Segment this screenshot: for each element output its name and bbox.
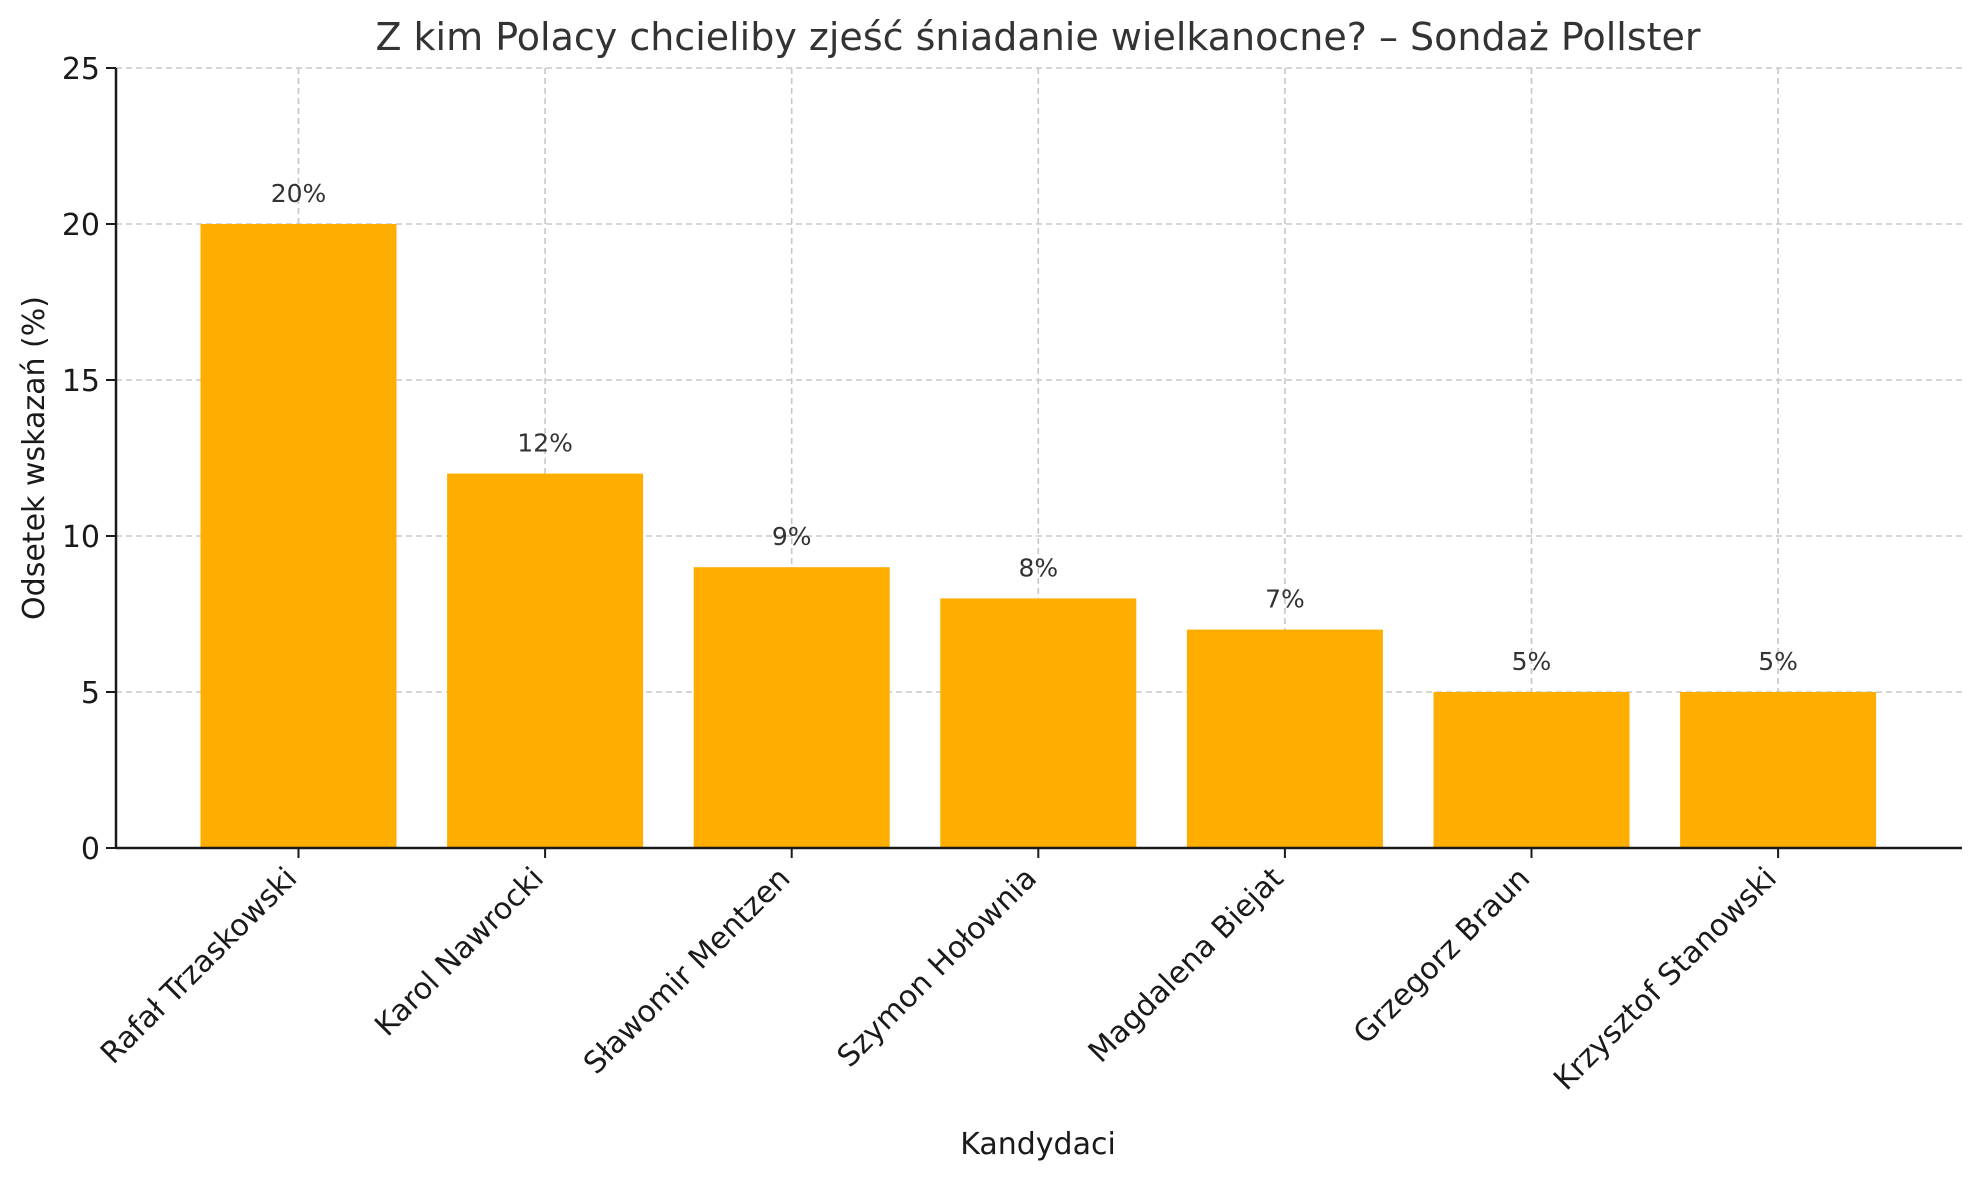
bar [693, 567, 890, 848]
x-tick-label: Karol Nawrocki [368, 861, 550, 1043]
bar [940, 598, 1137, 848]
y-tick-label: 20 [62, 208, 100, 243]
bar [200, 224, 397, 848]
x-tick-label: Rafał Trzaskowski [94, 861, 304, 1071]
x-tick-label: Krzysztof Stanowski [1547, 861, 1784, 1098]
x-axis-ticks: Rafał Trzaskowski Karol Nawrocki Sławomir … [94, 848, 1784, 1097]
bar [447, 473, 644, 848]
bar-value-label: 20% [271, 179, 327, 208]
bars [200, 224, 1877, 848]
y-tick-label: 10 [62, 520, 100, 555]
x-tick-label: Magdalena Biejat [1082, 861, 1291, 1070]
bar-value-label: 9% [772, 522, 812, 551]
y-tick-label: 5 [81, 676, 100, 711]
bar-value-label: 5% [1758, 647, 1798, 676]
y-axis-ticks: 0 5 10 15 20 25 [62, 52, 116, 867]
bar-value-label: 8% [1018, 553, 1058, 582]
bar-value-label: 7% [1265, 585, 1305, 614]
bar-value-label: 5% [1512, 647, 1552, 676]
bar [1433, 692, 1630, 848]
bar-value-label: 12% [517, 429, 573, 458]
y-tick-label: 15 [62, 364, 100, 399]
chart-title: Z kim Polacy chcieliby zjeść śniadanie w… [375, 15, 1700, 59]
x-tick-label: Szymon Hołownia [831, 861, 1044, 1074]
x-tick-label: Grzegorz Braun [1347, 861, 1537, 1051]
bar-value-labels: 20% 12% 9% 8% 7% 5% 5% [271, 179, 1798, 676]
y-tick-label: 0 [81, 832, 100, 867]
y-axis-label: Odsetek wskazań (%) [17, 296, 52, 620]
x-axis-label: Kandydaci [960, 1127, 1116, 1162]
bar [1186, 629, 1383, 848]
bar [1680, 692, 1877, 848]
y-tick-label: 25 [62, 52, 100, 87]
x-tick-label: Sławomir Mentzen [577, 861, 797, 1081]
